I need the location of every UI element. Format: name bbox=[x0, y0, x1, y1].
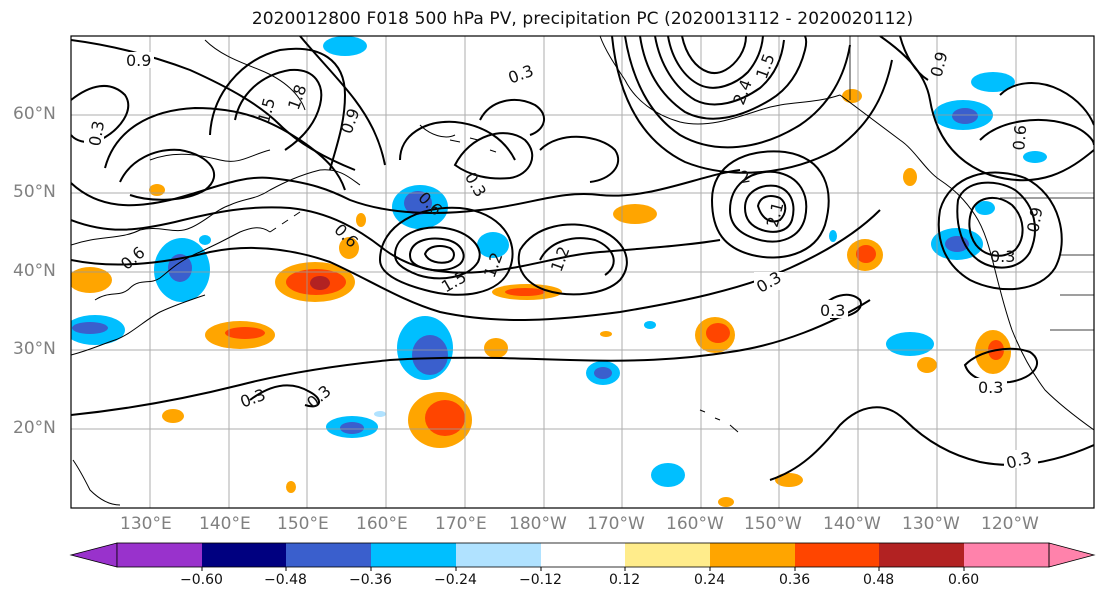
lon-label-140e: 140°E bbox=[199, 514, 251, 534]
colorbar-swatch bbox=[625, 543, 710, 567]
lon-label-120w: 120°W bbox=[981, 514, 1039, 534]
colorbar-swatch bbox=[202, 543, 286, 567]
colorbar-tick-label: 0.12 bbox=[609, 572, 641, 588]
contour-label: 0.3 bbox=[978, 378, 1003, 397]
colorbar-tick-label: 0.60 bbox=[948, 572, 980, 588]
colorbar-tick-label: −0.24 bbox=[434, 572, 477, 588]
lon-label-140w: 140°W bbox=[823, 514, 881, 534]
colorbar-swatch bbox=[286, 543, 371, 567]
lat-label-20n: 20°N bbox=[13, 418, 56, 438]
lat-label-30n: 30°N bbox=[13, 339, 56, 359]
colorbar-swatch bbox=[117, 543, 202, 567]
contour-label: 2 bbox=[739, 167, 752, 187]
colorbar-extend-low bbox=[69, 542, 118, 568]
colorbar-swatch bbox=[541, 543, 625, 567]
lon-label-160w: 160°W bbox=[666, 514, 724, 534]
lon-label-130w: 130°W bbox=[902, 514, 960, 534]
contour-label: 0.9 bbox=[126, 51, 151, 70]
lat-label-50n: 50°N bbox=[13, 182, 56, 202]
colorbar-tick-label: −0.48 bbox=[264, 572, 307, 588]
lon-label-150e: 150°E bbox=[277, 514, 329, 534]
contour-label: 0.9 bbox=[1023, 206, 1046, 234]
lon-label-160e: 160°E bbox=[356, 514, 408, 534]
colorbar-swatch bbox=[795, 543, 879, 567]
colorbar-tick-label: 0.48 bbox=[863, 572, 895, 588]
contour-label: 0.3 bbox=[990, 247, 1015, 266]
lon-label-180w: 180°W bbox=[509, 514, 567, 534]
lat-label-40n: 40°N bbox=[13, 261, 56, 281]
pv-contours bbox=[71, 36, 1094, 481]
lon-label-130e: 130°E bbox=[120, 514, 172, 534]
map-title: 2020012800 F018 500 hPa PV, precipitatio… bbox=[251, 9, 914, 29]
coastlines bbox=[71, 36, 1094, 506]
colorbar-swatch bbox=[964, 543, 1049, 567]
colorbar-tick-label: −0.12 bbox=[519, 572, 562, 588]
colorbar-extend-high bbox=[1048, 542, 1096, 568]
graticule bbox=[71, 36, 1094, 508]
lon-label-150w: 150°W bbox=[744, 514, 802, 534]
colorbar-swatch bbox=[879, 543, 964, 567]
colorbar-tick-label: −0.36 bbox=[349, 572, 392, 588]
lon-label-170w: 170°W bbox=[587, 514, 645, 534]
colorbar-swatch bbox=[371, 543, 456, 567]
colorbar-tick-label: −0.60 bbox=[180, 572, 223, 588]
contour-label: 0.6 bbox=[1009, 124, 1030, 151]
lon-label-170e: 170°E bbox=[435, 514, 487, 534]
map-frame bbox=[70, 35, 1095, 509]
colorbar bbox=[69, 542, 1096, 571]
contour-label: 0.3 bbox=[820, 301, 845, 320]
colorbar-tick-label: 0.36 bbox=[779, 572, 811, 588]
contour-label: 0.3 bbox=[85, 119, 108, 147]
colorbar-tick-label: 0.24 bbox=[694, 572, 726, 588]
colorbar-swatch bbox=[456, 543, 541, 567]
colorbar-frame bbox=[116, 542, 1050, 568]
lat-label-60n: 60°N bbox=[13, 104, 56, 124]
colorbar-swatch bbox=[710, 543, 795, 567]
